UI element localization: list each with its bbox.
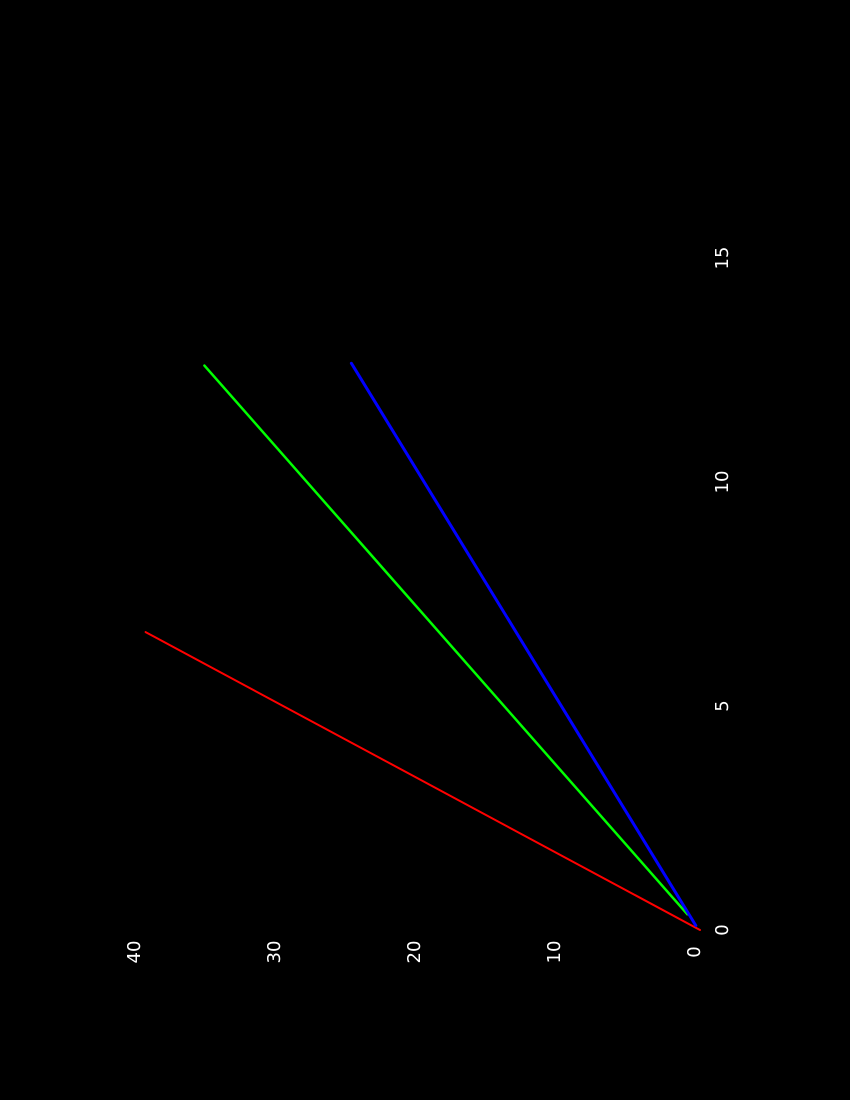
y-tick-label: 10 xyxy=(544,941,565,964)
y-tick-label: 30 xyxy=(264,941,285,964)
x-tick-label: 10 xyxy=(712,471,733,494)
x-tick-label: 0 xyxy=(712,924,733,935)
red-line-series xyxy=(144,631,701,931)
y-tick-label: 0 xyxy=(684,946,705,957)
x-tick-label: 5 xyxy=(712,700,733,711)
y-tick-label: 20 xyxy=(404,941,425,964)
green-line-series xyxy=(203,364,689,916)
blue-line-series xyxy=(349,361,698,928)
y-tick-label: 40 xyxy=(124,941,145,964)
x-tick-label: 15 xyxy=(712,247,733,270)
